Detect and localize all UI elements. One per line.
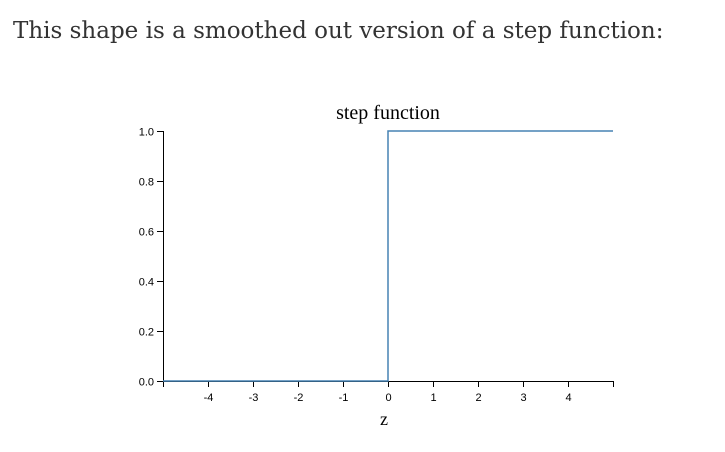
- intro-text: This shape is a smoothed out version of …: [13, 18, 664, 44]
- y-tick-label: 0.6: [139, 227, 154, 239]
- y-tick-label: 0.8: [139, 177, 154, 189]
- x-tick-label: 1: [430, 392, 436, 404]
- series-layer: [163, 130, 613, 382]
- x-axis: -4 -3 -2 -1 0 1 2 3 4: [163, 381, 614, 404]
- y-tick-label: 0.0: [139, 377, 154, 389]
- chart-title: step function: [336, 102, 440, 124]
- x-tick-label: -3: [249, 392, 259, 404]
- x-tick-label: 0: [385, 392, 391, 404]
- x-tick-label: -1: [339, 392, 349, 404]
- y-tick-label: 0.4: [139, 277, 154, 289]
- x-tick-label: -2: [294, 392, 304, 404]
- y-tick-label: 1.0: [139, 127, 154, 139]
- y-axis: 0.0 0.2 0.4 0.6 0.8 1.0: [139, 127, 164, 389]
- x-tick-label: -4: [204, 392, 214, 404]
- x-tick-label: 3: [520, 392, 526, 404]
- x-tick-label: 4: [565, 392, 571, 404]
- x-axis-label: z: [380, 409, 388, 429]
- y-tick-label: 0.2: [139, 327, 154, 339]
- y-axis-line: [157, 131, 164, 382]
- series-line: [163, 130, 613, 382]
- x-tick-label: 2: [475, 392, 481, 404]
